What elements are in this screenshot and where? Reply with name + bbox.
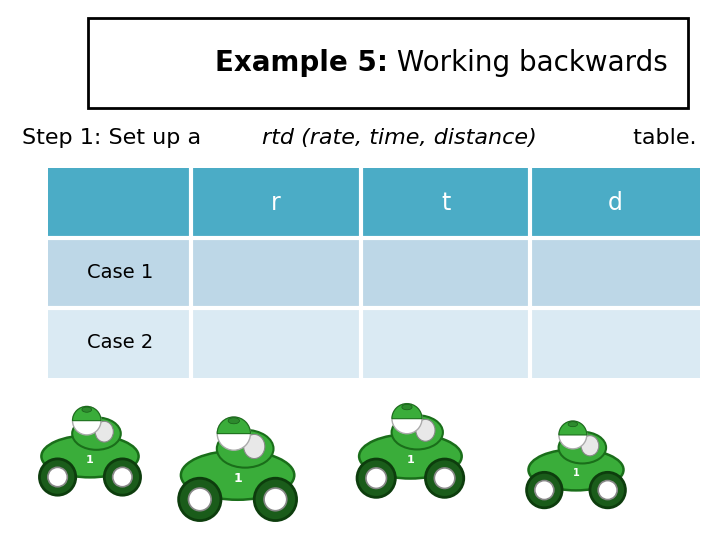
Circle shape [113,467,132,487]
Bar [531,238,700,308]
Text: Working backwards: Working backwards [388,49,667,77]
Circle shape [217,417,251,450]
Text: Case 1: Case 1 [86,264,153,282]
Text: Case 2: Case 2 [86,334,153,353]
Ellipse shape [217,430,274,468]
Wedge shape [392,403,422,418]
Text: 1: 1 [233,472,242,485]
Bar [192,238,361,308]
Ellipse shape [243,434,265,458]
Text: Step 1: Set up a: Step 1: Set up a [22,128,208,148]
Circle shape [590,472,626,508]
Circle shape [73,407,101,435]
Bar [361,238,531,308]
Ellipse shape [568,422,577,427]
Text: 1: 1 [572,468,580,478]
Bar [531,168,700,238]
Circle shape [526,472,562,508]
Ellipse shape [42,435,139,477]
Bar [192,168,361,238]
Circle shape [189,488,211,511]
Text: d: d [608,191,623,215]
Bar [192,308,361,378]
Bar [88,18,688,108]
Bar [48,168,192,238]
Text: r: r [271,191,281,215]
Text: 1: 1 [407,455,414,465]
Circle shape [535,481,554,500]
Circle shape [392,403,422,434]
Ellipse shape [528,449,624,490]
Ellipse shape [181,450,294,500]
Circle shape [40,459,76,495]
Wedge shape [217,417,251,434]
Ellipse shape [95,421,113,442]
Text: rtd (rate, time, distance): rtd (rate, time, distance) [262,128,544,148]
Ellipse shape [416,420,435,441]
Bar [48,238,192,308]
Circle shape [357,459,395,497]
Text: t: t [441,191,451,215]
Ellipse shape [392,415,443,449]
Circle shape [264,488,287,511]
Ellipse shape [72,417,121,450]
Bar [48,308,192,378]
Wedge shape [73,407,101,421]
Ellipse shape [82,407,91,412]
Circle shape [104,459,140,495]
Ellipse shape [559,432,606,463]
Circle shape [426,459,464,497]
Circle shape [179,478,221,521]
Ellipse shape [359,434,462,478]
Bar [361,168,531,238]
Circle shape [254,478,297,521]
Text: Example 5:: Example 5: [215,49,388,77]
Circle shape [598,481,617,500]
Text: table.: table. [626,128,696,148]
Bar [361,308,531,378]
Circle shape [366,468,387,489]
Ellipse shape [402,404,412,410]
Circle shape [559,421,587,449]
Wedge shape [559,421,587,435]
Circle shape [48,467,68,487]
Text: 1: 1 [86,455,94,464]
Ellipse shape [228,418,240,424]
Circle shape [434,468,455,489]
Bar [531,308,700,378]
Ellipse shape [581,436,599,456]
